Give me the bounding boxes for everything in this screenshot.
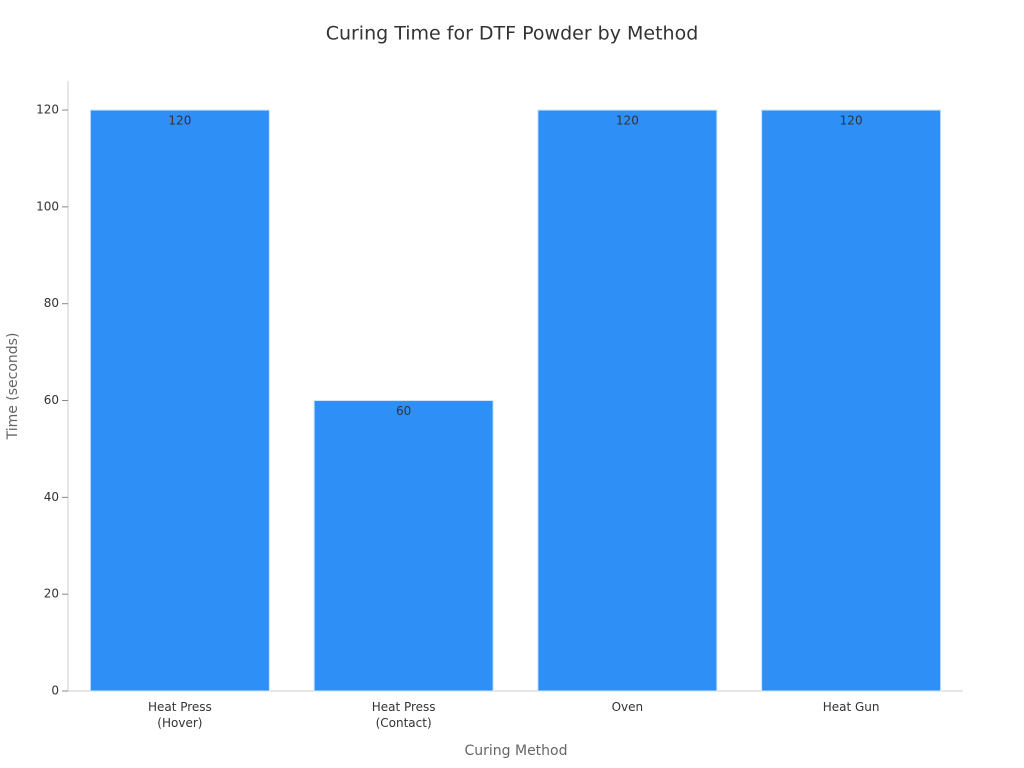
y-tick-label: 100	[36, 199, 59, 213]
bar	[761, 109, 942, 692]
y-axis-label: Time (seconds)	[5, 333, 21, 441]
y-tick-label: 80	[44, 296, 59, 310]
bar	[89, 109, 270, 692]
y-tick-label: 20	[44, 587, 59, 601]
bar	[537, 109, 718, 692]
chart-title: Curing Time for DTF Powder by Method	[326, 23, 699, 45]
value-label: 120	[840, 114, 863, 128]
y-tick-label: 0	[51, 684, 59, 698]
x-tick-label: Heat Press (Hover)	[147, 700, 212, 730]
value-label: 120	[616, 114, 639, 128]
value-label: 60	[396, 404, 411, 418]
value-label: 120	[168, 114, 191, 128]
y-tick-label: 40	[44, 490, 59, 504]
y-tick-label: 60	[44, 393, 59, 407]
x-tick-label: Oven	[611, 700, 644, 714]
x-tick-label: Heat Press (Contact)	[371, 700, 436, 730]
y-tick-label: 120	[36, 103, 59, 117]
bar	[313, 400, 494, 692]
x-axis-label: Curing Method	[464, 743, 567, 759]
x-tick-label: Heat Gun	[822, 700, 880, 714]
